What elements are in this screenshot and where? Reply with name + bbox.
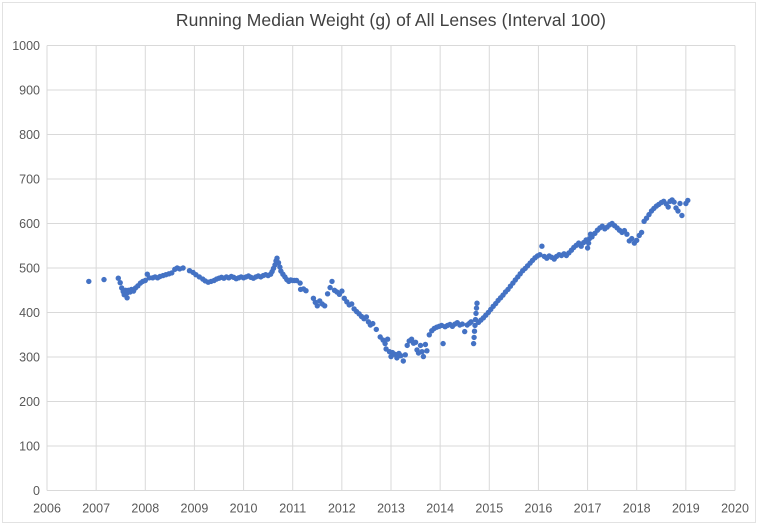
x-tick-label: 2016	[525, 502, 553, 516]
data-point	[382, 340, 388, 347]
data-point	[101, 276, 107, 283]
y-tick-label: 600	[19, 217, 40, 231]
data-point	[142, 277, 148, 284]
data-point	[327, 284, 333, 291]
data-point	[459, 321, 465, 327]
y-axis-labels: 0 100 200 300 400 500 600 700 800 900 1000	[12, 39, 40, 498]
data-point	[275, 260, 282, 266]
data-point	[440, 340, 446, 347]
data-point	[424, 348, 430, 354]
data-point	[470, 340, 477, 347]
data-points	[86, 197, 691, 364]
data-point	[679, 212, 685, 219]
data-point	[400, 358, 406, 364]
y-tick-label: 100	[19, 440, 40, 454]
data-point	[462, 328, 468, 335]
data-point	[402, 352, 408, 358]
data-point	[115, 275, 122, 281]
data-point	[638, 229, 645, 236]
data-point	[303, 288, 309, 294]
data-point	[310, 295, 317, 301]
x-tick-label: 2017	[574, 502, 602, 516]
y-tick-label: 0	[33, 484, 40, 498]
y-tick-label: 700	[19, 173, 40, 187]
x-tick-label: 2006	[33, 502, 61, 516]
x-tick-label: 2014	[426, 502, 454, 516]
x-tick-label: 2008	[131, 502, 159, 516]
data-point	[473, 310, 479, 317]
x-axis-labels: 2006 2007 2008 2009 2010 2011 2012 2013 2014 2015…	[33, 502, 749, 516]
data-point	[373, 326, 379, 333]
y-tick-label: 200	[19, 395, 40, 409]
data-point	[422, 341, 429, 348]
data-point	[624, 231, 630, 237]
data-point	[408, 336, 415, 342]
data-point	[629, 235, 635, 242]
data-point	[297, 280, 303, 286]
data-point	[473, 305, 480, 311]
y-tick-label: 300	[19, 351, 40, 365]
data-point	[539, 243, 545, 249]
y-tick-label: 900	[19, 84, 40, 98]
data-point	[324, 291, 331, 297]
y-tick-label: 800	[19, 128, 40, 142]
data-point	[420, 353, 427, 360]
x-tick-label: 2007	[82, 502, 110, 516]
data-point	[685, 197, 691, 204]
x-tick-label: 2010	[230, 502, 258, 516]
data-point	[468, 319, 474, 325]
data-point	[671, 199, 677, 205]
data-point	[472, 322, 478, 329]
y-tick-label: 500	[19, 262, 40, 276]
data-point	[677, 200, 683, 207]
x-tick-label: 2009	[181, 502, 209, 516]
data-point	[474, 300, 480, 306]
y-tick-label: 1000	[12, 39, 40, 53]
data-point	[384, 336, 391, 342]
x-tick-label: 2018	[623, 502, 651, 516]
data-point	[404, 342, 410, 349]
x-tick-label: 2015	[475, 502, 503, 516]
data-point	[274, 255, 280, 261]
data-point	[314, 303, 320, 309]
data-point	[117, 280, 123, 286]
data-point	[322, 303, 328, 309]
x-tick-label: 2020	[721, 502, 749, 516]
data-point	[537, 252, 543, 258]
x-tick-label: 2012	[328, 502, 356, 516]
x-tick-label: 2019	[672, 502, 700, 516]
data-point	[398, 353, 404, 359]
data-point	[349, 301, 355, 307]
data-point	[363, 314, 370, 320]
x-tick-label: 2013	[377, 502, 405, 516]
data-point	[584, 245, 591, 251]
data-point	[426, 332, 432, 338]
data-point	[634, 237, 640, 244]
data-point	[124, 295, 130, 301]
data-point	[412, 339, 419, 345]
data-point	[339, 288, 345, 294]
data-point	[180, 265, 186, 271]
data-point	[417, 342, 424, 349]
data-point	[471, 334, 477, 341]
gridlines	[46, 45, 736, 491]
data-point	[86, 278, 92, 285]
data-point	[370, 320, 376, 327]
data-point	[471, 328, 478, 334]
data-point	[585, 240, 592, 246]
chart-title: Running Median Weight (g) of All Lenses …	[175, 10, 607, 30]
x-tick-label: 2011	[279, 502, 306, 516]
data-point	[419, 349, 425, 355]
data-point	[329, 278, 335, 285]
y-tick-label: 400	[19, 306, 40, 320]
data-point	[665, 204, 671, 210]
data-point	[675, 208, 681, 214]
data-point	[169, 270, 175, 276]
